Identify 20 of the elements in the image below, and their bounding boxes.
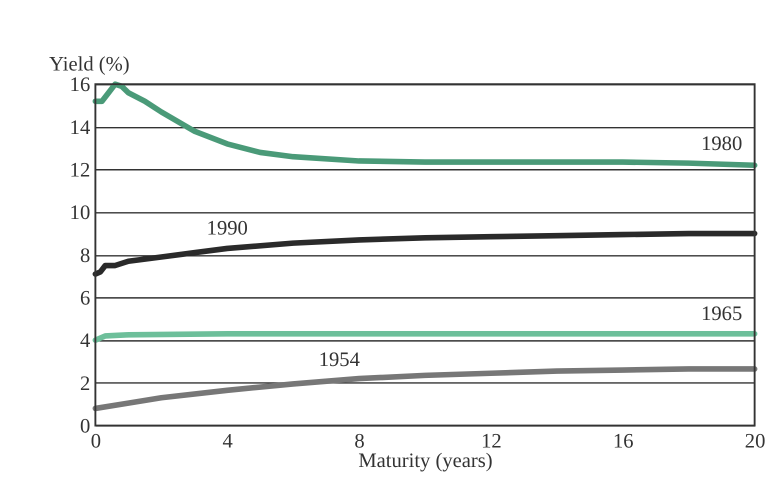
series-label: 1990 bbox=[206, 217, 248, 240]
x-tick-label: 20 bbox=[744, 430, 766, 452]
y-tick-label: 8 bbox=[80, 244, 90, 267]
x-tick-label: 8 bbox=[354, 430, 365, 452]
y-tick-label: 2 bbox=[80, 372, 90, 395]
x-axis-title: Maturity (years) bbox=[358, 450, 493, 472]
x-tick-label: 12 bbox=[481, 430, 502, 452]
x-tick-label: 16 bbox=[612, 430, 634, 452]
series-label: 1965 bbox=[701, 302, 742, 325]
series-label: 1954 bbox=[318, 349, 360, 372]
y-tick-label: 14 bbox=[70, 116, 90, 139]
y-tick-label: 12 bbox=[70, 160, 90, 182]
y-tick-label: 4 bbox=[80, 330, 90, 352]
y-tick-label: 10 bbox=[70, 202, 90, 224]
x-tick-label: 4 bbox=[222, 430, 233, 452]
series-label: 1980 bbox=[701, 133, 742, 156]
y-tick-label: 0 bbox=[80, 416, 90, 438]
y-axis-title: Yield (%) bbox=[49, 54, 130, 76]
y-tick-label: 16 bbox=[70, 74, 90, 96]
y-tick-label: 6 bbox=[80, 288, 90, 310]
